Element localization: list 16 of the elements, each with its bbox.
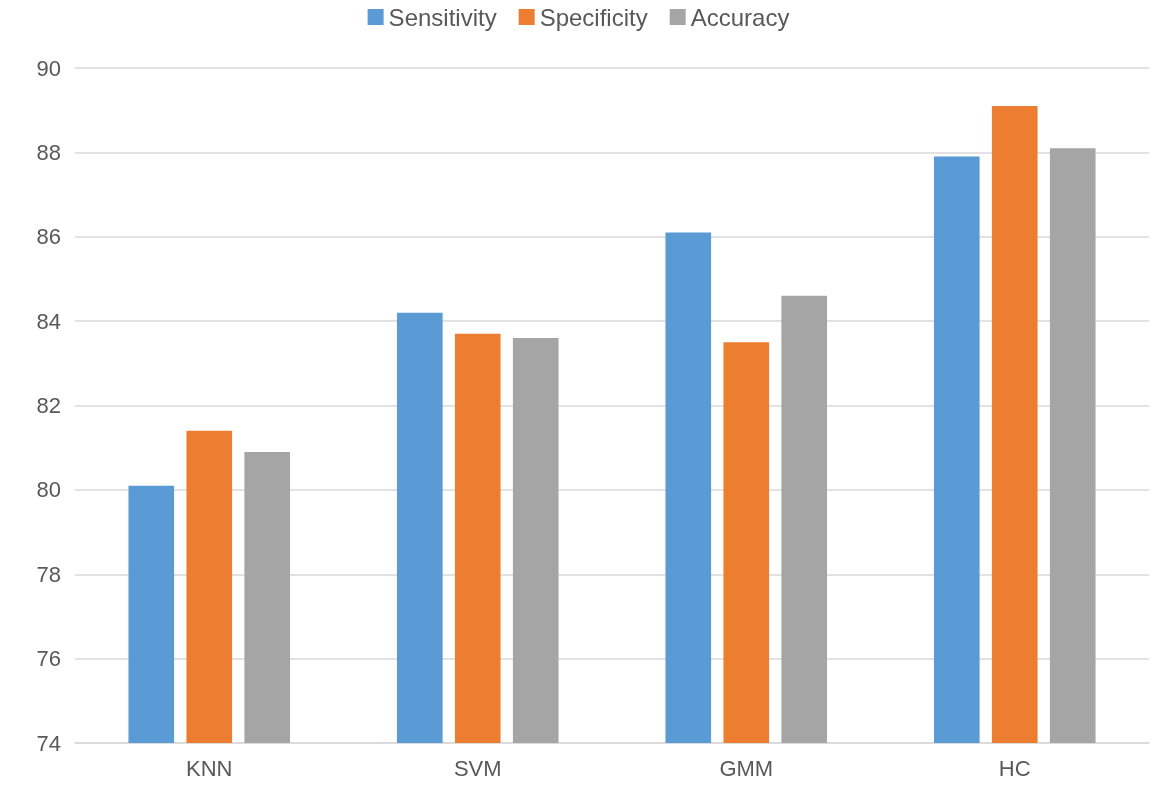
x-tick-label: KNN	[186, 755, 233, 781]
y-tick-label: 74	[36, 730, 61, 756]
y-tick-label: 76	[36, 646, 61, 672]
x-tick-label: GMM	[719, 755, 774, 781]
y-tick-label: 86	[36, 224, 61, 250]
legend-label: Accuracy	[690, 3, 790, 31]
y-tick-label: 78	[36, 561, 61, 587]
legend-label: Specificity	[539, 3, 648, 31]
y-tick-label: 80	[36, 477, 61, 503]
y-tick-label: 84	[36, 308, 61, 334]
y-tick-label: 82	[36, 393, 61, 418]
x-tick-label: SVM	[453, 755, 502, 781]
legend-label: Sensitivity	[388, 3, 497, 31]
y-tick-label: 88	[36, 139, 61, 165]
x-tick-label: HC	[998, 755, 1031, 781]
y-tick-label: 90	[36, 55, 61, 81]
